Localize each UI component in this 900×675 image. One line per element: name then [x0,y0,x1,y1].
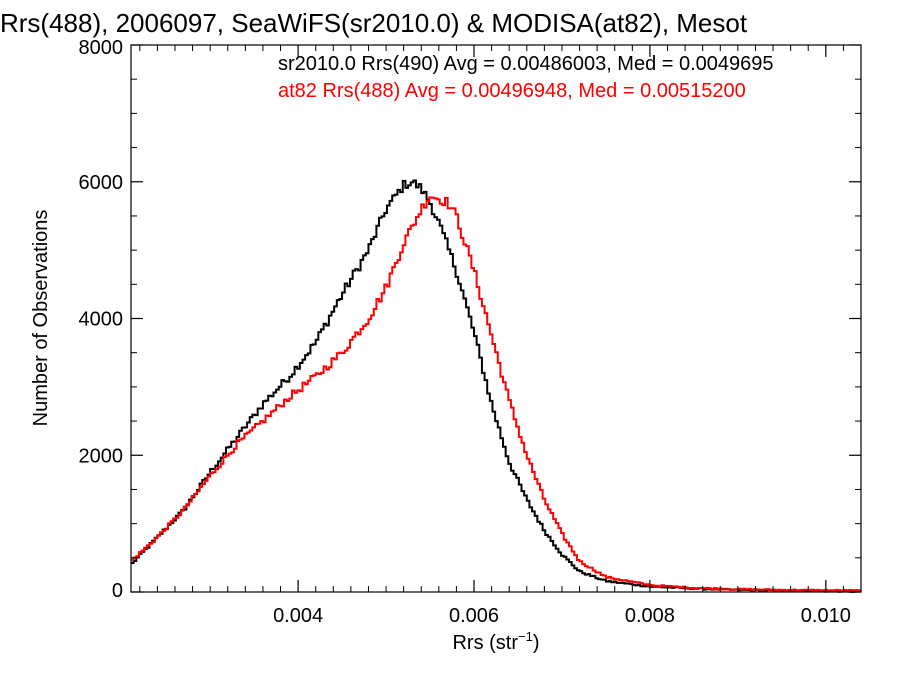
x-axis-label: Rrs (str−1) [452,629,539,654]
x-tick-label: 0.004 [273,605,323,627]
y-tick-label: 0 [112,580,123,602]
ticks-layer: 0.004 0.006 0.008 0.010 0 2000 4000 6000 8000 [79,37,861,627]
legend-entry-at82: at82 Rrs(488) Avg = 0.00496948, Med = 0.… [278,80,746,102]
y-axis-label: Number of Observations [30,210,52,427]
x-tick-label: 0.006 [449,605,499,627]
y-tick-label: 2000 [79,445,124,467]
series-line-1 [131,196,861,593]
legend-entry-sr2010: sr2010.0 Rrs(490) Avg = 0.00486003, Med … [278,53,774,75]
chart-title: Rrs(488), 2006097, SeaWiFS(sr2010.0) & M… [0,8,748,38]
plot-frame [130,44,862,593]
series-line-0 [131,179,861,593]
y-tick-label: 8000 [79,37,124,59]
series-layer [131,179,861,593]
y-tick-label: 4000 [79,309,124,331]
x-tick-label: 0.010 [801,605,851,627]
y-tick-label: 6000 [79,172,124,194]
x-tick-label: 0.008 [625,605,675,627]
